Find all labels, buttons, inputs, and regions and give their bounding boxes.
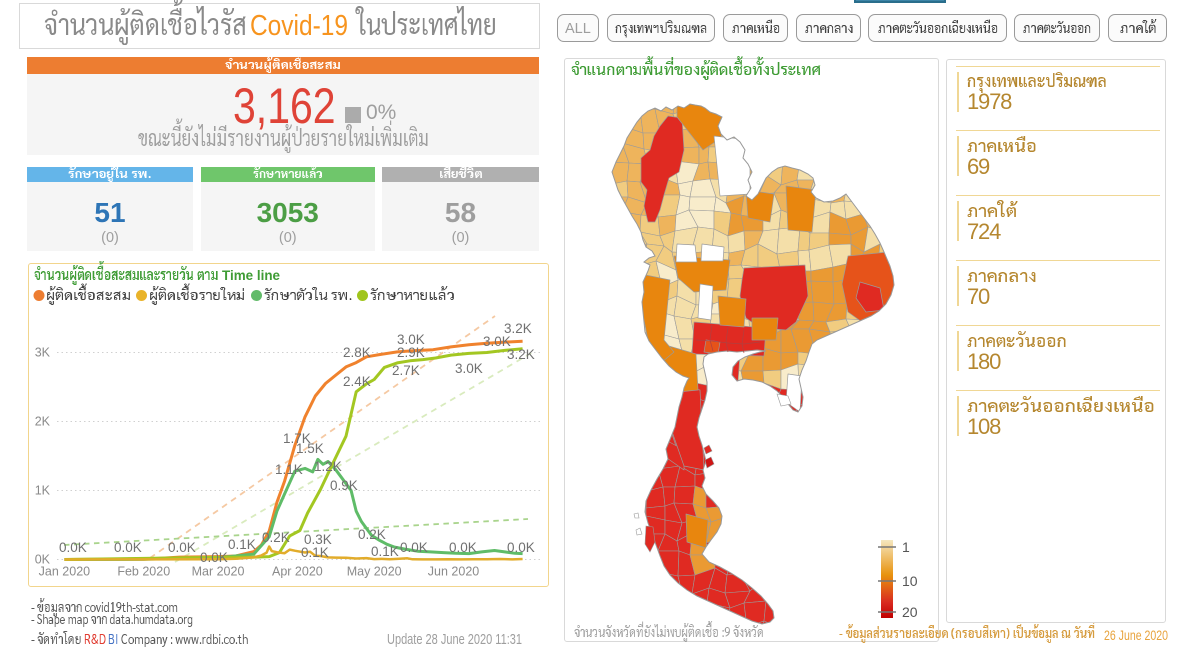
svg-text:3.2K: 3.2K [507, 347, 535, 362]
svg-text:Apr 2020: Apr 2020 [272, 565, 323, 579]
svg-text:0.2K: 0.2K [262, 530, 290, 545]
svg-text:3.2K: 3.2K [504, 321, 532, 336]
svg-text:Feb 2020: Feb 2020 [117, 565, 170, 579]
svg-text:0.0K: 0.0K [168, 540, 196, 555]
svg-text:1.1K: 1.1K [275, 462, 303, 477]
svg-text:0.0K: 0.0K [449, 540, 477, 555]
svg-text:Covid-19: Covid-19 [250, 10, 348, 42]
svg-text:0K: 0K [35, 553, 51, 567]
svg-text:0.1K: 0.1K [301, 545, 329, 560]
svg-text:2.7K: 2.7K [392, 363, 420, 378]
svg-text:3.0K: 3.0K [455, 361, 483, 376]
svg-text:0.0K: 0.0K [200, 550, 228, 565]
svg-text:10: 10 [902, 573, 918, 589]
svg-text:0.0K: 0.0K [400, 540, 428, 555]
svg-text:May 2020: May 2020 [347, 565, 402, 579]
svg-text:2.4K: 2.4K [343, 374, 371, 389]
svg-text:3.0K: 3.0K [397, 332, 425, 347]
svg-text:2K: 2K [35, 415, 51, 429]
svg-text:20: 20 [902, 604, 918, 620]
svg-text:1: 1 [902, 539, 910, 555]
svg-text:Update 28 June 2020 11:31: Update 28 June 2020 11:31 [387, 631, 522, 648]
svg-text:1.5K: 1.5K [296, 441, 324, 456]
svg-text:Jan 2020: Jan 2020 [39, 565, 90, 579]
svg-text:3.0K: 3.0K [483, 334, 511, 349]
svg-text:0.0K: 0.0K [507, 540, 535, 555]
svg-text:0.1K: 0.1K [371, 544, 399, 559]
svg-text:1.2K: 1.2K [314, 459, 342, 474]
svg-text:Jun 2020: Jun 2020 [428, 565, 479, 579]
svg-text:0.2K: 0.2K [358, 527, 386, 542]
svg-text:0.1K: 0.1K [228, 537, 256, 552]
svg-text:1.7K: 1.7K [283, 431, 311, 446]
svg-text:26 June 2020: 26 June 2020 [1104, 628, 1168, 643]
svg-text:3K: 3K [35, 346, 51, 360]
svg-text:2.8K: 2.8K [343, 345, 371, 360]
svg-text:0.0K: 0.0K [114, 540, 142, 555]
svg-text:Mar 2020: Mar 2020 [192, 565, 245, 579]
svg-text:0.9K: 0.9K [330, 478, 358, 493]
svg-text:0.3K: 0.3K [304, 532, 332, 547]
svg-text:2.9K: 2.9K [397, 345, 425, 360]
svg-text:Time line: Time line [222, 267, 280, 283]
svg-text:1K: 1K [35, 484, 51, 498]
svg-text:0.0K: 0.0K [59, 540, 87, 555]
